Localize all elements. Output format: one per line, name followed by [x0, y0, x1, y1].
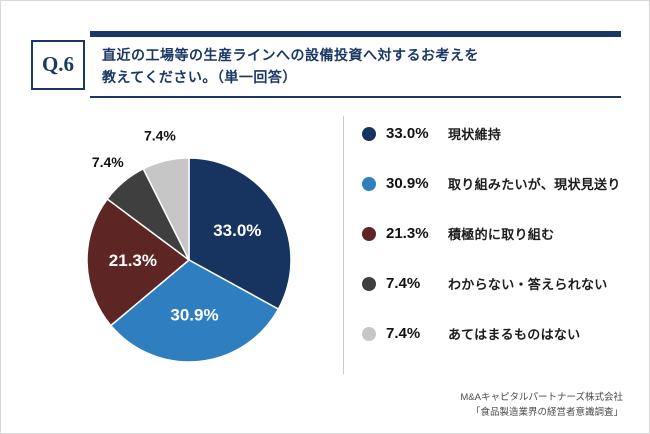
legend-item: 21.3% 積極的に取り組む — [362, 224, 621, 243]
question-title-line2: 教えてください。（単一回答） — [102, 68, 297, 85]
pie-slice — [110, 259, 280, 364]
legend-label: わからない・答えられない — [448, 277, 608, 293]
legend-dot — [362, 176, 376, 191]
legend-label: 取り組みたいが、現状見送り — [448, 177, 621, 193]
legend-percent: 30.9% — [386, 175, 429, 193]
legend-dot — [362, 276, 376, 291]
pie-slice-label: 30.9% — [170, 306, 218, 325]
source-company: M&Aキャピタルパートナーズ株式会社 — [460, 391, 623, 403]
legend-percent: 7.4% — [386, 325, 421, 343]
chart-section: 33.0% 30.9% 21.3% 7.4% 7.4% 33.0% 現状維持 30.9%… — [31, 106, 621, 396]
legend-label: あてはまるものはない — [448, 327, 581, 343]
pie-slice-label: 33.0% — [213, 221, 261, 240]
legend-percent: 7.4% — [386, 275, 421, 293]
source-footer: M&Aキャピタルパートナーズ株式会社 「食品製造業界の経営者意識調査」 — [460, 390, 623, 420]
question-number: Q.6 — [41, 52, 75, 77]
pie-chart-area: 33.0% 30.9% 21.3% 7.4% 7.4% — [31, 106, 343, 396]
vertical-divider — [343, 116, 344, 375]
pie-chart: 33.0% 30.9% 21.3% 7.4% 7.4% — [86, 128, 292, 364]
source-survey: 「食品製造業界の経営者意識調査」 — [470, 406, 623, 418]
legend-label: 積極的に取り組む — [448, 227, 555, 243]
pie-slice — [188, 157, 292, 311]
question-number-box: Q.6 — [31, 39, 85, 90]
pie-slice-label: 7.4% — [92, 154, 124, 170]
legend-dot — [362, 326, 376, 341]
chart-legend: 33.0% 現状維持 30.9% 取り組みたいが、現状見送り 21.3% 積極的… — [344, 106, 621, 396]
legend-dot — [362, 226, 376, 241]
legend-item: 7.4% あてはまるものはない — [362, 324, 621, 343]
legend-item: 33.0% 現状維持 — [362, 124, 621, 143]
question-title-block: 直近の工場等の生産ラインへの設備投資へ対するお考えを 教えてください。（単一回答… — [90, 31, 621, 99]
legend-item: 30.9% 取り組みたいが、現状見送り — [362, 174, 621, 193]
legend-item: 7.4% わからない・答えられない — [362, 274, 621, 293]
pie-slice — [142, 157, 190, 262]
pie-slice-label: 7.4% — [144, 128, 176, 144]
pie-slice — [86, 198, 190, 327]
question-header: Q.6 直近の工場等の生産ラインへの設備投資へ対するお考えを 教えてください。（… — [31, 31, 621, 99]
legend-percent: 33.0% — [386, 125, 429, 143]
legend-label: 現状維持 — [448, 127, 502, 143]
legend-percent: 21.3% — [386, 225, 429, 243]
pie-slice-label: 21.3% — [109, 251, 157, 270]
question-title-line1: 直近の工場等の生産ラインへの設備投資へ対するお考えを — [102, 47, 479, 63]
legend-dot — [362, 126, 376, 141]
